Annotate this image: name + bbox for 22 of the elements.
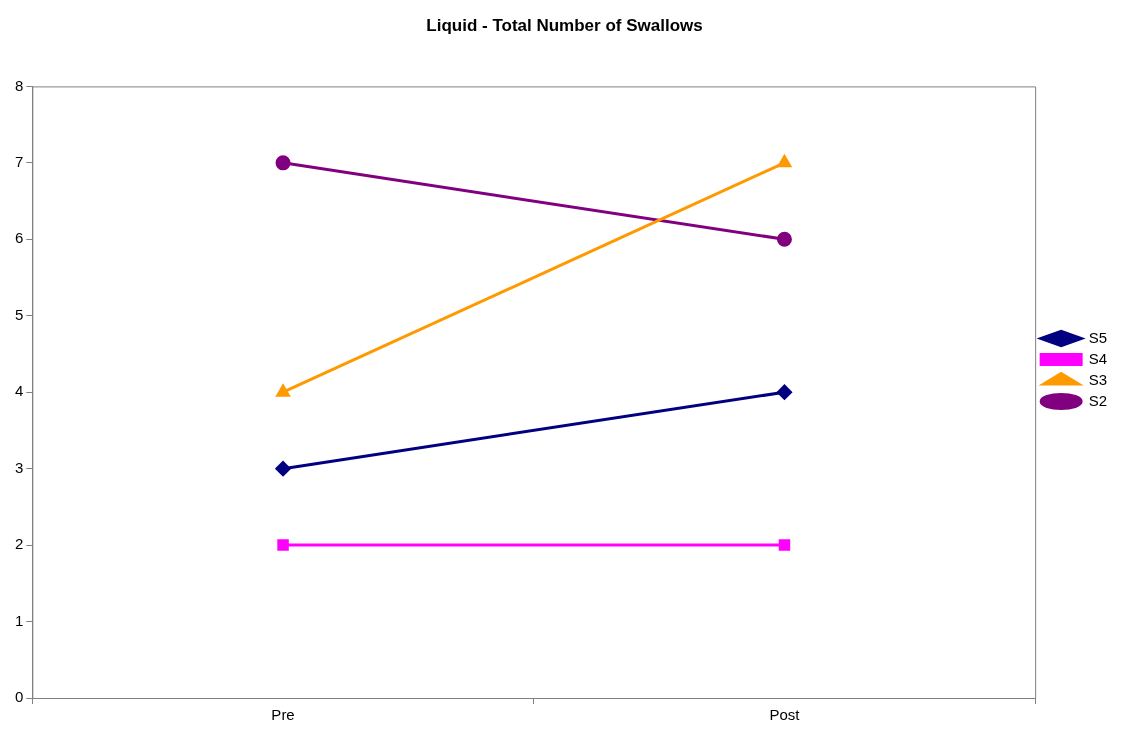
legend-label: S5 <box>1088 328 1108 346</box>
legend-label: S3 <box>1088 370 1108 388</box>
y-tick-label: 1 <box>15 611 24 629</box>
point <box>275 155 291 171</box>
y-tick-label: 8 <box>15 76 24 94</box>
chart-title: Liquid - Total Number of Swallows <box>426 15 703 35</box>
y-tick-label: 6 <box>15 229 24 247</box>
x-tick-label: Post <box>769 706 801 724</box>
y-tick-label: 2 <box>15 535 24 553</box>
y-tick-label: 5 <box>15 305 24 323</box>
point <box>778 539 791 551</box>
x-tick-label: Pre <box>271 706 295 724</box>
point <box>776 231 792 247</box>
point <box>275 461 291 477</box>
y-tick-label: 4 <box>15 382 24 400</box>
point <box>277 539 289 551</box>
y-tick-label: 0 <box>15 688 24 706</box>
y-tick-label: 7 <box>15 152 24 170</box>
point <box>776 384 792 400</box>
legend-label: S4 <box>1088 349 1108 367</box>
legend-label: S2 <box>1088 391 1108 409</box>
y-tick-label: 3 <box>15 458 24 476</box>
